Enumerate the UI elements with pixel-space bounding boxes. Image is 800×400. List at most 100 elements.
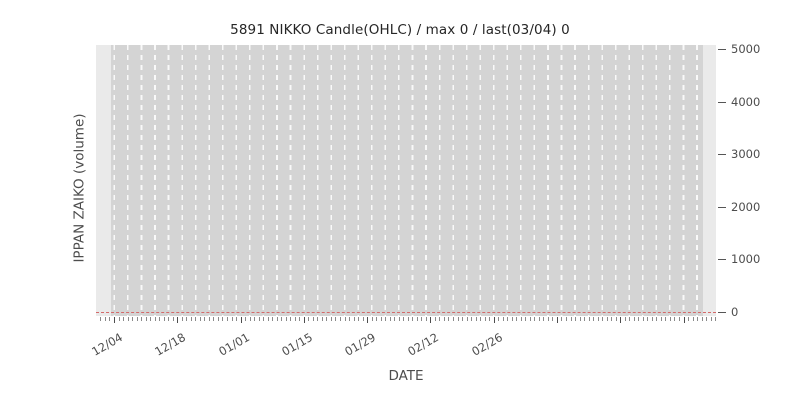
- x-axis-major-tick: [493, 317, 495, 323]
- x-axis-minor-tick: [150, 317, 152, 321]
- x-axis-minor-tick: [710, 317, 712, 321]
- x-axis-minor-tick: [520, 317, 522, 321]
- x-axis-minor-tick: [308, 317, 310, 321]
- y-axis-tick: [718, 206, 726, 208]
- x-axis-minor-tick: [570, 317, 572, 321]
- x-axis-minor-tick: [380, 317, 382, 321]
- x-axis-minor-tick: [168, 317, 170, 321]
- x-axis-minor-tick: [674, 317, 676, 321]
- x-axis-minor-tick: [566, 317, 567, 321]
- x-axis-minor-tick: [285, 317, 287, 321]
- x-axis-tick-label: 01/29: [342, 330, 379, 359]
- x-axis-minor-tick: [434, 317, 436, 321]
- x-axis-minor-tick: [172, 317, 174, 321]
- x-axis-minor-tick: [376, 317, 378, 321]
- x-axis-minor-tick: [412, 317, 414, 321]
- x-axis-minor-tick: [326, 317, 328, 321]
- x-axis-minor-tick: [538, 317, 540, 321]
- y-axis-tick: [718, 154, 726, 156]
- x-axis-minor-tick: [416, 317, 418, 321]
- x-axis-minor-tick: [100, 317, 102, 321]
- x-axis-minor-tick: [471, 317, 473, 321]
- x-axis-minor-tick: [159, 317, 161, 321]
- x-axis-minor-tick: [629, 317, 631, 321]
- x-axis-minor-tick: [132, 317, 134, 321]
- x-axis-tick-label: 02/12: [405, 330, 442, 359]
- x-axis-major-tick: [620, 317, 622, 323]
- y-axis-tick: [718, 312, 726, 313]
- y-axis-tick: [718, 49, 726, 50]
- x-axis-minor-tick: [706, 317, 708, 321]
- x-axis-minor-tick: [258, 317, 260, 321]
- x-axis-minor-tick: [443, 317, 445, 321]
- x-axis-minor-tick: [575, 317, 577, 321]
- x-axis-minor-tick: [290, 317, 292, 321]
- x-axis-minor-tick: [195, 317, 197, 321]
- x-axis-minor-tick: [665, 317, 667, 321]
- x-axis-minor-tick: [267, 317, 269, 321]
- x-axis-minor-tick: [511, 317, 513, 321]
- x-axis-minor-tick: [353, 317, 355, 321]
- x-axis-minor-tick: [588, 317, 590, 321]
- x-axis-title: DATE: [388, 368, 424, 384]
- y-axis-tick: [718, 259, 726, 261]
- x-axis-minor-tick: [584, 317, 586, 321]
- x-axis-minor-tick: [656, 317, 658, 321]
- x-axis-tick-label: 02/26: [468, 330, 505, 359]
- x-axis-minor-tick: [701, 317, 703, 321]
- x-axis-minor-tick: [199, 317, 201, 321]
- x-axis-minor-tick: [697, 317, 699, 321]
- x-axis-minor-tick: [679, 317, 680, 321]
- x-axis-minor-tick: [340, 317, 341, 321]
- x-axis-minor-tick: [462, 317, 464, 321]
- x-axis-major-tick: [303, 317, 305, 323]
- plot-area: [96, 45, 716, 316]
- x-axis-minor-tick: [344, 317, 346, 321]
- x-axis-minor-tick: [516, 317, 518, 321]
- x-axis-minor-tick: [660, 317, 662, 321]
- x-axis-minor-tick: [349, 317, 351, 321]
- x-axis-minor-tick: [141, 317, 143, 321]
- x-axis-minor-tick: [624, 317, 626, 321]
- x-axis-minor-tick: [475, 317, 477, 321]
- x-axis-minor-tick: [425, 317, 427, 321]
- x-axis-minor-tick: [534, 317, 536, 321]
- x-axis-minor-tick: [448, 317, 450, 321]
- y-axis-tick-label: 2000: [731, 199, 761, 214]
- x-axis-minor-tick: [299, 317, 301, 321]
- x-axis-minor-tick: [263, 317, 265, 321]
- x-axis-minor-tick: [480, 317, 482, 321]
- x-axis-minor-tick: [561, 317, 563, 321]
- y-axis-tick-label: 3000: [731, 147, 761, 162]
- x-axis-minor-tick: [127, 317, 129, 321]
- chart-title: 5891 NIKKO Candle(OHLC) / max 0 / last(0…: [230, 22, 570, 38]
- x-axis-minor-tick: [312, 317, 314, 321]
- x-axis-minor-tick: [213, 317, 215, 321]
- x-axis-minor-tick: [272, 317, 274, 321]
- x-axis-minor-tick: [249, 317, 251, 321]
- x-axis-minor-tick: [236, 317, 238, 321]
- x-axis-minor-tick: [715, 317, 717, 321]
- span-highlight-right: [703, 45, 716, 316]
- x-axis-minor-tick: [208, 317, 210, 321]
- x-axis-minor-tick: [294, 317, 296, 321]
- x-axis-minor-tick: [190, 317, 192, 321]
- x-axis-minor-tick: [611, 317, 613, 321]
- x-axis-tick-label: 12/18: [152, 330, 189, 359]
- x-axis-minor-tick: [204, 317, 206, 321]
- x-axis-major-tick: [367, 317, 369, 323]
- x-axis-minor-tick: [579, 317, 581, 321]
- x-axis-minor-tick: [335, 317, 337, 321]
- x-axis-minor-tick: [217, 317, 219, 321]
- x-axis-minor-tick: [118, 317, 120, 321]
- x-axis-minor-tick: [136, 317, 138, 321]
- x-axis-minor-tick: [642, 317, 644, 321]
- x-axis-minor-tick: [358, 317, 360, 321]
- y-axis-tick: [718, 101, 726, 103]
- x-axis-minor-tick: [669, 317, 671, 321]
- x-axis-tick-label: 01/15: [279, 330, 315, 359]
- x-axis-minor-tick: [507, 317, 509, 321]
- x-axis-minor-tick: [602, 317, 604, 321]
- x-axis-minor-tick: [453, 317, 454, 321]
- x-axis-minor-tick: [231, 317, 233, 321]
